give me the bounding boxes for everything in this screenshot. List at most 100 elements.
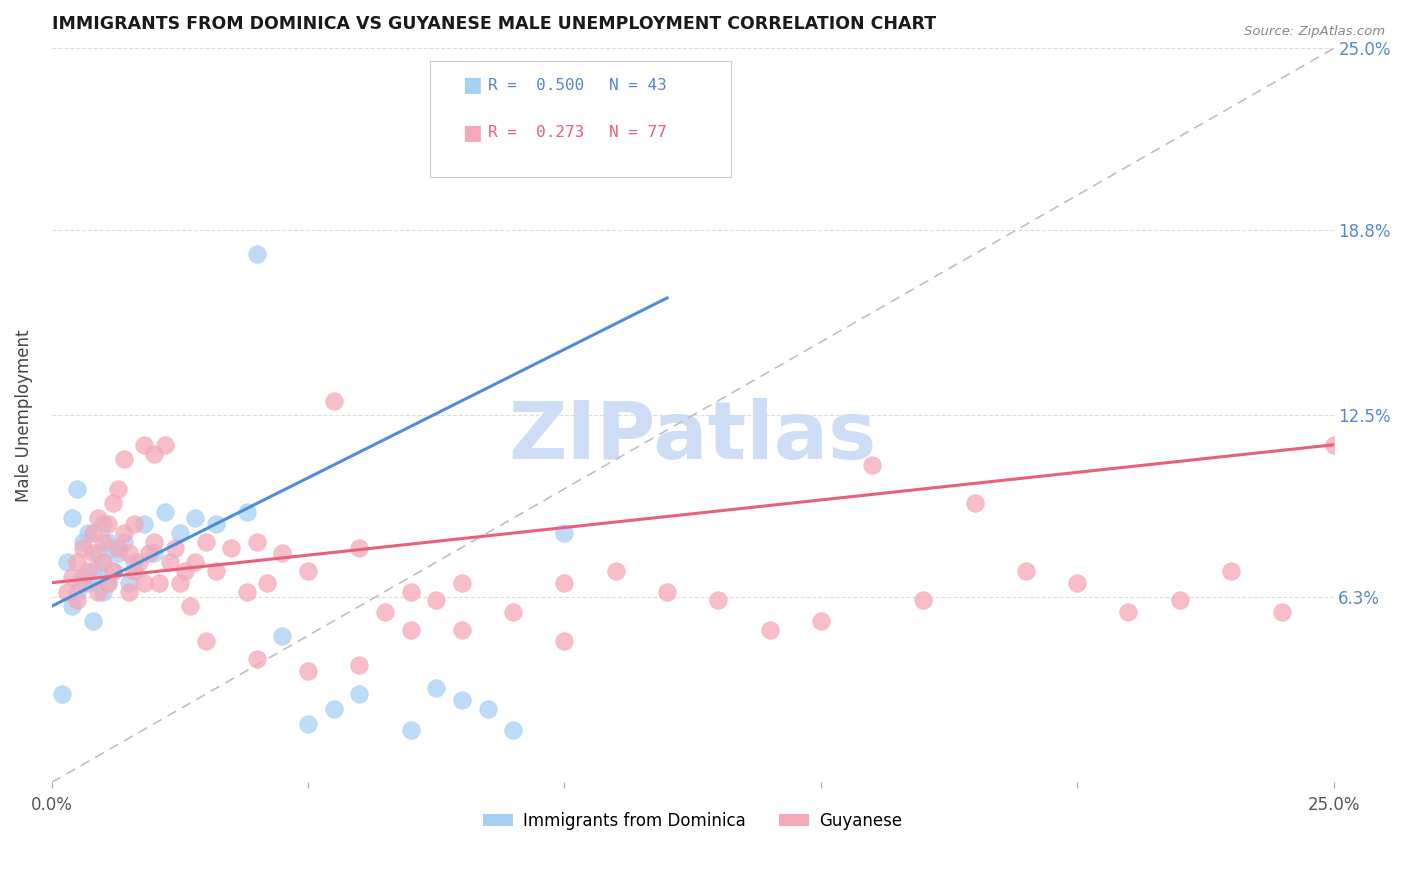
- Point: [91, 516, 114, 531]
- Point: [605, 564, 627, 578]
- Point: [132, 438, 155, 452]
- Point: [204, 564, 226, 578]
- Text: ■: ■: [463, 75, 482, 95]
- Point: [169, 575, 191, 590]
- Point: [194, 634, 217, 648]
- Point: [963, 496, 986, 510]
- Point: [235, 584, 257, 599]
- Point: [553, 525, 575, 540]
- Point: [76, 575, 98, 590]
- Point: [271, 629, 294, 643]
- Point: [655, 584, 678, 599]
- Point: [860, 458, 883, 473]
- Point: [60, 511, 83, 525]
- Point: [103, 541, 125, 555]
- Point: [66, 555, 89, 569]
- Point: [271, 546, 294, 560]
- Point: [163, 541, 186, 555]
- Point: [204, 516, 226, 531]
- Point: [97, 534, 120, 549]
- Point: [374, 605, 396, 619]
- Point: [51, 687, 73, 701]
- Point: [76, 564, 98, 578]
- Point: [349, 657, 371, 672]
- Point: [425, 593, 447, 607]
- Point: [256, 575, 278, 590]
- FancyBboxPatch shape: [430, 61, 731, 177]
- Point: [66, 593, 89, 607]
- Point: [132, 575, 155, 590]
- Point: [159, 555, 181, 569]
- Point: [87, 511, 110, 525]
- Point: [128, 555, 150, 569]
- Point: [72, 575, 94, 590]
- Point: [66, 482, 89, 496]
- Point: [477, 702, 499, 716]
- Point: [138, 546, 160, 560]
- Point: [322, 393, 344, 408]
- Point: [502, 723, 524, 737]
- Point: [1220, 564, 1243, 578]
- Point: [1066, 575, 1088, 590]
- Point: [66, 584, 89, 599]
- Point: [112, 534, 135, 549]
- Point: [810, 614, 832, 628]
- Text: N = 43: N = 43: [609, 78, 666, 93]
- Point: [246, 534, 269, 549]
- Point: [87, 546, 110, 560]
- Point: [184, 511, 207, 525]
- Text: IMMIGRANTS FROM DOMINICA VS GUYANESE MALE UNEMPLOYMENT CORRELATION CHART: IMMIGRANTS FROM DOMINICA VS GUYANESE MAL…: [52, 15, 936, 33]
- Point: [103, 564, 125, 578]
- Point: [72, 570, 94, 584]
- Point: [169, 525, 191, 540]
- Text: R =  0.500: R = 0.500: [488, 78, 583, 93]
- Point: [107, 541, 129, 555]
- Point: [194, 534, 217, 549]
- Text: ZIPatlas: ZIPatlas: [509, 399, 877, 476]
- Point: [451, 623, 474, 637]
- Point: [349, 687, 371, 701]
- Point: [1322, 438, 1344, 452]
- Point: [122, 516, 145, 531]
- Point: [56, 584, 79, 599]
- Point: [553, 634, 575, 648]
- Point: [219, 541, 242, 555]
- Point: [122, 564, 145, 578]
- Point: [1168, 593, 1191, 607]
- Point: [246, 247, 269, 261]
- Point: [82, 525, 104, 540]
- Point: [118, 575, 141, 590]
- Point: [184, 555, 207, 569]
- Point: [72, 534, 94, 549]
- Point: [56, 555, 79, 569]
- Point: [707, 593, 730, 607]
- Point: [76, 525, 98, 540]
- Point: [153, 438, 176, 452]
- Y-axis label: Male Unemployment: Male Unemployment: [15, 329, 32, 501]
- Point: [912, 593, 935, 607]
- Point: [399, 584, 422, 599]
- Point: [91, 555, 114, 569]
- Point: [425, 681, 447, 696]
- Point: [132, 516, 155, 531]
- Point: [107, 546, 129, 560]
- Point: [103, 496, 125, 510]
- Point: [143, 546, 166, 560]
- Point: [349, 541, 371, 555]
- Point: [399, 723, 422, 737]
- Point: [322, 702, 344, 716]
- Point: [1271, 605, 1294, 619]
- Legend: Immigrants from Dominica, Guyanese: Immigrants from Dominica, Guyanese: [477, 805, 908, 837]
- Point: [246, 652, 269, 666]
- Point: [122, 555, 145, 569]
- Point: [91, 555, 114, 569]
- Point: [97, 575, 120, 590]
- Point: [235, 505, 257, 519]
- Text: R =  0.273: R = 0.273: [488, 126, 583, 140]
- Point: [179, 599, 201, 614]
- Point: [502, 605, 524, 619]
- Point: [97, 575, 120, 590]
- Point: [82, 614, 104, 628]
- Point: [1015, 564, 1038, 578]
- Point: [143, 534, 166, 549]
